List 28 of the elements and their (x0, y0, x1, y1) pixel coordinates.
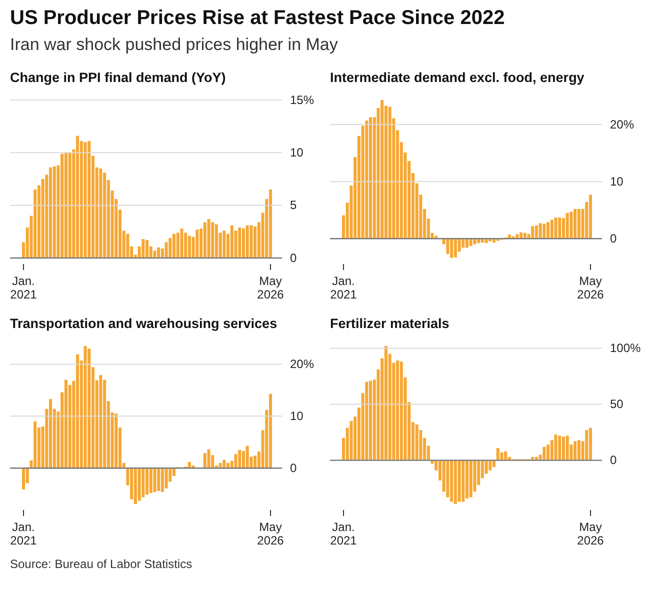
x-tick-label: May 2026 (577, 520, 604, 548)
y-tick-label: 5 (290, 198, 297, 212)
y-tick-label: 10 (290, 409, 304, 424)
y-tick-label: 100% (610, 341, 642, 356)
x-tick-label: Jan. 2021 (330, 520, 358, 548)
y-tick-label: 20% (290, 357, 314, 372)
source-note: Source: Bureau of Labor Statistics (10, 557, 192, 571)
x-tick-label: May 2026 (257, 520, 284, 548)
y-tick-label: 15% (290, 92, 314, 107)
text: US Producer Prices Rise at Fastest Pace Since 2022 (10, 7, 505, 29)
y-tick-label: 50 (610, 397, 624, 412)
y-tick-label: 20% (610, 117, 634, 132)
x-tick-label: May 2026 (577, 274, 604, 302)
y-tick-label: 0 (290, 460, 297, 475)
y-tick-label: 0 (610, 231, 617, 246)
y-tick-label: 10 (610, 174, 624, 188)
y-tick-label: 0 (610, 453, 617, 468)
x-tick-label: Jan. 2021 (10, 274, 38, 302)
x-tick-label: May 2026 (257, 274, 284, 302)
chart-title: Transportation and warehousing services (10, 316, 278, 331)
y-tick-label: 0 (290, 250, 297, 265)
chart-title: Fertilizer materials (330, 316, 450, 331)
x-tick-label: Jan. 2021 (330, 274, 358, 302)
chart-title: Intermediate demand excl. food, energy (330, 70, 585, 85)
text: Iran war shock pushed prices higher in May (10, 35, 338, 54)
x-tick-label: Jan. 2021 (10, 520, 38, 548)
y-tick-label: 10 (290, 146, 304, 160)
chart-title: Change in PPI final demand (YoY) (10, 70, 226, 85)
